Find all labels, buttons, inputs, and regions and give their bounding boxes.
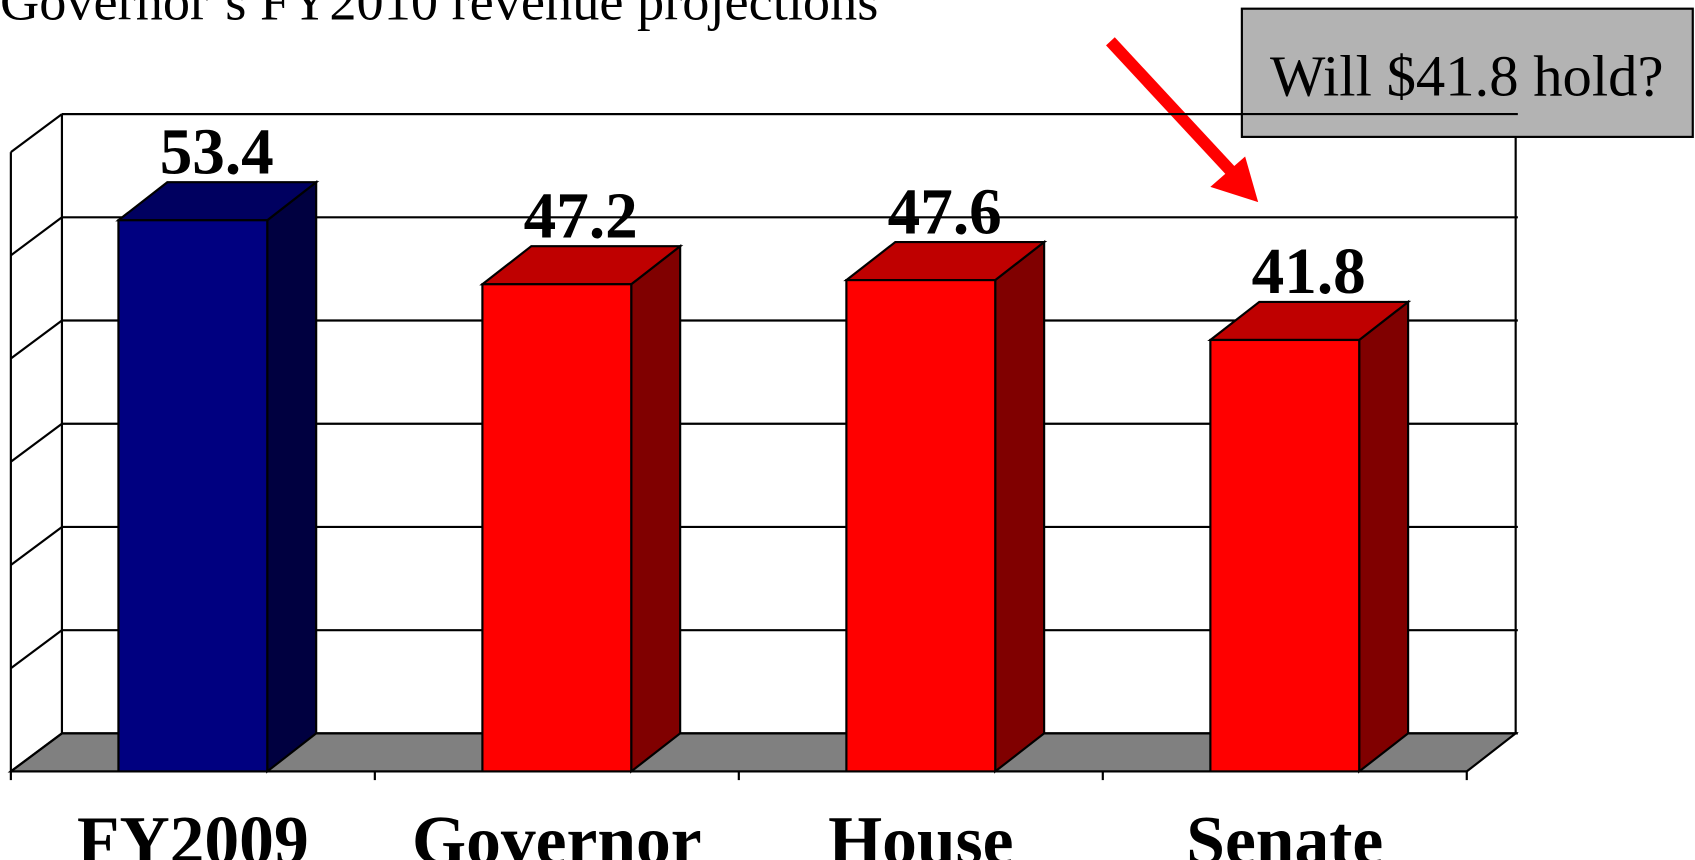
annotation-box	[1240, 7, 1694, 138]
x-tick-label: FY2009	[77, 803, 309, 860]
bar-side	[994, 239, 1046, 774]
value-label: 53.4	[160, 117, 274, 189]
side-grid-line	[10, 732, 63, 773]
bar	[845, 279, 997, 773]
arrow-head	[1210, 156, 1259, 203]
x-tick-label: Governor	[412, 803, 702, 860]
side-grid-line	[10, 526, 63, 566]
x-tick-label: House	[828, 803, 1013, 860]
value-label: 47.2	[524, 181, 638, 253]
side-grid-line	[10, 422, 63, 463]
bar-side	[1358, 299, 1410, 774]
bar	[117, 219, 269, 773]
x-tick-label: Senate	[1186, 803, 1383, 860]
value-label: 47.6	[888, 176, 1002, 248]
value-label: 41.8	[1252, 236, 1366, 308]
side-grid-line	[10, 113, 63, 153]
side-grid-line	[10, 629, 63, 670]
bar-side	[630, 243, 682, 774]
side-grid-line	[10, 319, 63, 360]
arrow-shaft	[1106, 37, 1241, 182]
side-grid-line	[10, 216, 63, 257]
bar	[481, 283, 633, 773]
annotation: Will $41.8 hold?	[1270, 44, 1664, 109]
bar	[1209, 338, 1361, 773]
chart-title: Governor’s FY2010 revenue projections	[0, 0, 878, 32]
bar-side	[266, 179, 318, 774]
